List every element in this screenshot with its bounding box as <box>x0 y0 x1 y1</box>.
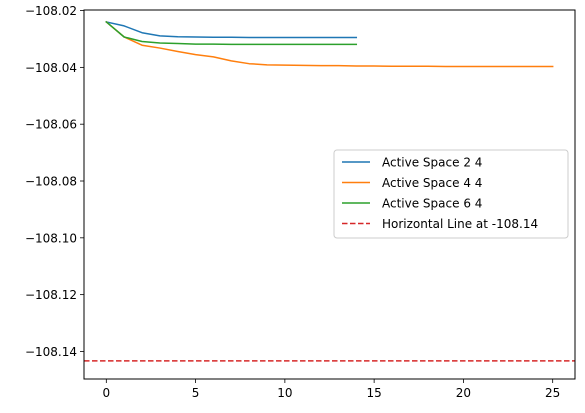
x-axis-ticks: 0 5 10 15 20 25 <box>102 379 560 400</box>
y-axis-ticks: −108.02 −108.04 −108.06 −108.08 −108.10 −108.… <box>25 4 84 359</box>
x-tick-label: 20 <box>456 386 471 400</box>
x-tick-label: 0 <box>102 386 110 400</box>
series-line-1 <box>105 21 358 39</box>
legend: Active Space 2 4 Active Space 4 4 Active S… <box>333 149 569 239</box>
legend-label: Active Space 2 4 <box>382 156 482 170</box>
series-line-3 <box>105 20 358 46</box>
plot-frame <box>83 9 576 380</box>
legend-label: Active Space 6 4 <box>382 197 482 211</box>
x-tick-label: 10 <box>277 386 292 400</box>
y-tick-label: −108.04 <box>25 61 77 75</box>
series-line-2 <box>105 20 554 68</box>
y-tick-label: −108.02 <box>25 4 77 18</box>
y-tick-label: −108.10 <box>25 231 77 245</box>
legend-box <box>333 149 569 239</box>
y-tick-label: −108.08 <box>25 175 77 189</box>
x-tick-label: 5 <box>192 386 200 400</box>
series-layer <box>84 20 575 362</box>
x-tick-label: 25 <box>545 386 560 400</box>
legend-label: Active Space 4 4 <box>382 176 482 190</box>
x-tick-label: 15 <box>366 386 381 400</box>
y-tick-label: −108.06 <box>25 118 77 132</box>
y-tick-label: −108.14 <box>25 345 77 359</box>
y-tick-label: −108.12 <box>25 288 77 302</box>
legend-label: Horizontal Line at -108.14 <box>382 217 538 231</box>
legend-items: Active Space 2 4 Active Space 4 4 Active S… <box>342 156 538 231</box>
